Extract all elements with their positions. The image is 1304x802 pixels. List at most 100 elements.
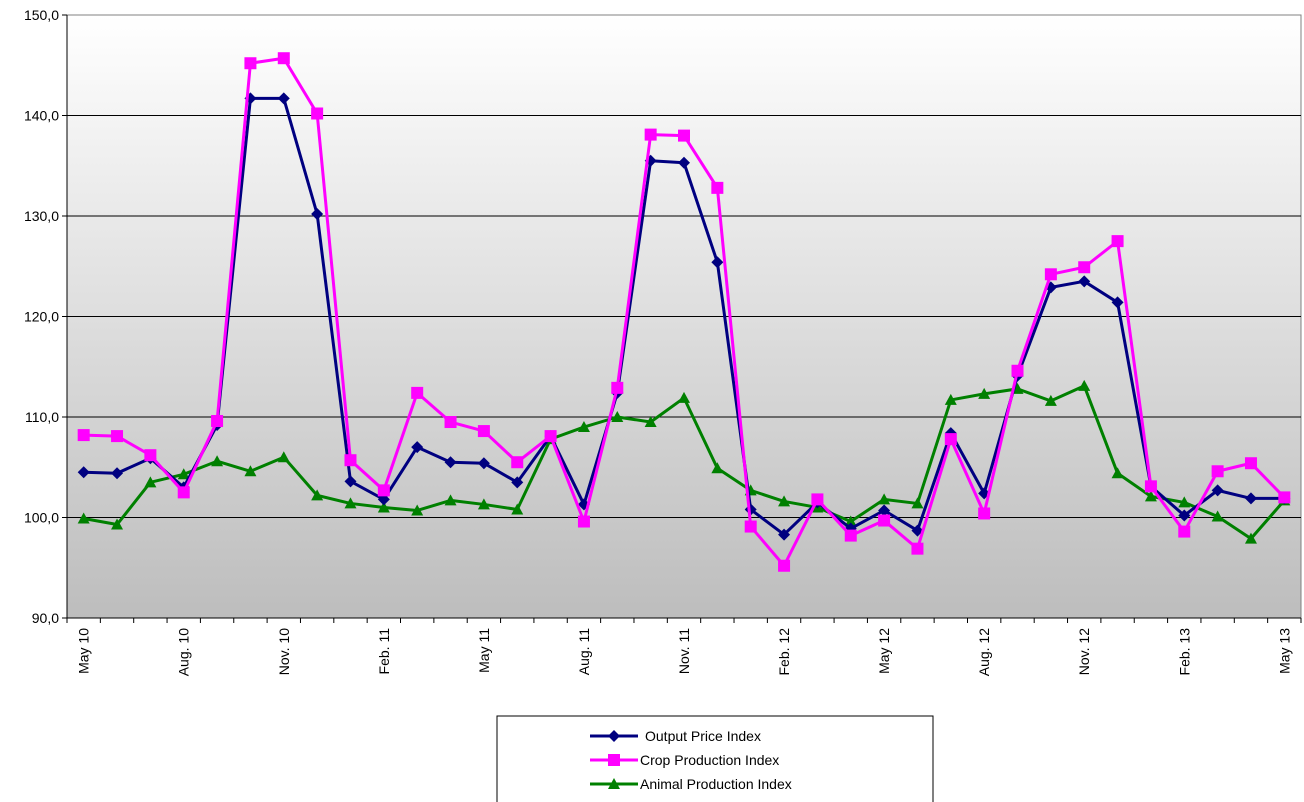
data-point bbox=[177, 468, 190, 480]
data-point bbox=[1178, 509, 1191, 522]
data-point bbox=[244, 465, 257, 477]
data-point bbox=[711, 181, 724, 194]
data-point bbox=[1178, 496, 1191, 508]
data-point bbox=[544, 430, 557, 443]
y-tick-label: 120,0 bbox=[24, 309, 59, 325]
data-point bbox=[477, 425, 490, 438]
data-point bbox=[644, 128, 657, 141]
y-tick-label: 140,0 bbox=[24, 108, 59, 124]
data-point bbox=[77, 429, 90, 442]
data-point bbox=[644, 416, 657, 428]
data-point bbox=[744, 520, 757, 533]
data-point bbox=[1244, 532, 1257, 544]
data-point bbox=[144, 449, 157, 462]
data-point bbox=[311, 489, 324, 501]
series-group bbox=[77, 52, 1291, 572]
data-point bbox=[344, 454, 357, 467]
data-point bbox=[1078, 261, 1091, 274]
data-point bbox=[844, 515, 857, 527]
x-tick-label: Feb. 11 bbox=[376, 628, 392, 675]
data-point bbox=[1111, 467, 1124, 479]
data-point bbox=[978, 507, 991, 520]
data-point bbox=[277, 451, 290, 463]
data-point bbox=[711, 462, 724, 474]
data-point bbox=[611, 411, 624, 422]
y-tick-label: 100,0 bbox=[24, 510, 59, 526]
data-point bbox=[311, 107, 324, 120]
data-point bbox=[711, 256, 724, 269]
data-point bbox=[1211, 465, 1224, 478]
data-point bbox=[1211, 510, 1224, 522]
data-point bbox=[811, 493, 824, 506]
series-square bbox=[77, 52, 1291, 572]
data-point bbox=[778, 528, 791, 541]
data-point bbox=[411, 504, 424, 516]
data-point bbox=[477, 498, 490, 510]
data-point bbox=[1211, 484, 1224, 497]
data-point bbox=[577, 421, 590, 433]
data-point bbox=[344, 497, 357, 509]
legend-box bbox=[496, 715, 934, 802]
data-point bbox=[511, 456, 524, 469]
data-point bbox=[444, 416, 457, 429]
data-point bbox=[678, 129, 690, 142]
x-tick-label: May 10 bbox=[76, 628, 92, 674]
legend-label: Animal Production Index bbox=[640, 776, 792, 792]
data-point bbox=[444, 494, 457, 506]
data-point bbox=[411, 386, 424, 399]
data-point bbox=[1044, 394, 1057, 406]
data-point bbox=[1144, 490, 1157, 502]
data-point bbox=[377, 484, 390, 497]
x-tick-label: May 13 bbox=[1276, 628, 1292, 674]
legend-label: Crop Production Index bbox=[640, 752, 779, 768]
data-point bbox=[177, 486, 190, 499]
y-tick-label: 110,0 bbox=[25, 409, 59, 425]
data-point bbox=[377, 493, 390, 506]
data-point bbox=[878, 493, 891, 505]
y-tick-label: 90,0 bbox=[32, 610, 59, 626]
data-point bbox=[1144, 480, 1157, 493]
data-point bbox=[577, 515, 590, 528]
data-point bbox=[277, 92, 290, 105]
data-point bbox=[778, 495, 791, 507]
x-tick-label: Aug. 11 bbox=[576, 628, 592, 675]
data-point bbox=[844, 529, 857, 542]
legend-marker bbox=[608, 754, 620, 766]
data-point bbox=[878, 504, 891, 517]
data-point bbox=[411, 441, 424, 454]
data-point bbox=[944, 433, 957, 446]
data-point bbox=[511, 476, 524, 489]
x-tick-label: May 11 bbox=[476, 628, 492, 673]
legend-marker bbox=[608, 778, 620, 789]
legend-label: Output Price Index bbox=[645, 728, 761, 744]
data-point bbox=[144, 476, 157, 488]
data-point bbox=[778, 559, 791, 572]
data-point bbox=[944, 393, 957, 405]
x-tick-label: Feb. 13 bbox=[1176, 628, 1192, 676]
data-point bbox=[1111, 235, 1124, 248]
series-triangle bbox=[77, 379, 1291, 544]
data-point bbox=[1111, 296, 1124, 309]
data-point bbox=[678, 391, 690, 403]
data-point bbox=[244, 57, 257, 70]
y-axis: 90,0 100,0 110,0 120,0 130,0 140,0 150,0 bbox=[24, 7, 68, 626]
legend-item: Output Price Index bbox=[590, 728, 761, 744]
x-tick-label: Feb. 12 bbox=[776, 628, 792, 676]
data-point bbox=[1244, 492, 1257, 505]
data-point bbox=[1011, 364, 1024, 377]
data-point bbox=[978, 387, 991, 399]
legend: Output Price Index Crop Production Index A… bbox=[496, 715, 934, 802]
data-point bbox=[611, 381, 624, 394]
data-point bbox=[344, 475, 357, 488]
data-point bbox=[111, 430, 124, 443]
data-point bbox=[1278, 491, 1291, 504]
data-point bbox=[377, 501, 390, 513]
data-point bbox=[211, 415, 224, 428]
x-tick-label: Nov. 11 bbox=[676, 628, 692, 674]
data-point bbox=[911, 497, 924, 509]
x-tick-label: May 12 bbox=[876, 628, 892, 674]
y-tick-label: 130,0 bbox=[24, 208, 59, 224]
data-point bbox=[911, 524, 924, 537]
data-point bbox=[444, 456, 457, 469]
